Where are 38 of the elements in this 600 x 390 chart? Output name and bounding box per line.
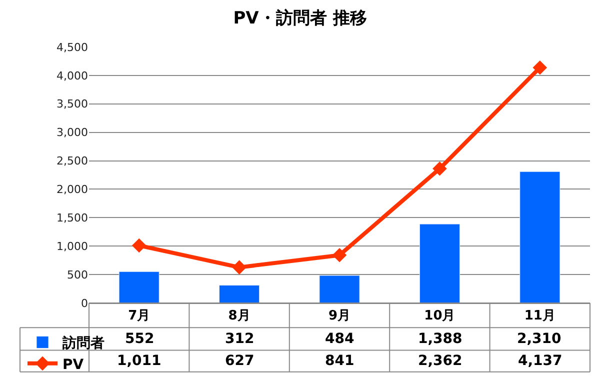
y-tick-label: 1,500	[56, 212, 88, 225]
data-label: 841	[325, 353, 354, 369]
bar	[219, 285, 260, 303]
x-tick-label: 11月	[524, 308, 556, 324]
point	[132, 238, 146, 253]
y-tick-label: 0	[81, 296, 88, 310]
y-tick-label: 4,500	[56, 40, 88, 54]
bar	[520, 171, 560, 303]
y-tick-label: 500	[67, 268, 88, 282]
data-label: 312	[225, 331, 254, 347]
y-tick-label: 2,500	[56, 154, 88, 168]
point	[232, 260, 246, 274]
y-tick-label: 3,000	[56, 126, 88, 140]
y-tick-label: 1,000	[56, 240, 88, 253]
x-tick-label: 10月	[424, 308, 456, 324]
y-tick-label: 2,000	[56, 183, 88, 196]
y-tick-label: 3,500	[56, 98, 88, 111]
point	[432, 161, 447, 176]
data-label: 1,011	[117, 353, 162, 369]
point	[332, 248, 347, 262]
bar	[118, 271, 160, 303]
x-tick-label: 7月	[128, 308, 150, 324]
chart-title: PV・訪問者 推移	[233, 8, 367, 28]
y-tick-label: 4,000	[56, 69, 88, 82]
legend-label: PV	[62, 356, 84, 373]
x-tick-label: 9月	[328, 308, 351, 324]
data-label: 4,137	[518, 353, 562, 369]
data-label: 552	[125, 331, 154, 347]
x-tick-label: 8月	[228, 308, 250, 324]
data-label: 2,362	[418, 353, 462, 369]
point	[532, 60, 548, 75]
data-label: 484	[325, 331, 354, 347]
legend-label: 訪問者	[62, 334, 105, 352]
bar	[319, 275, 360, 303]
bar	[419, 224, 460, 303]
data-label: 2,310	[517, 331, 562, 347]
data-label: 627	[225, 353, 254, 369]
data-label: 1,388	[418, 331, 462, 347]
